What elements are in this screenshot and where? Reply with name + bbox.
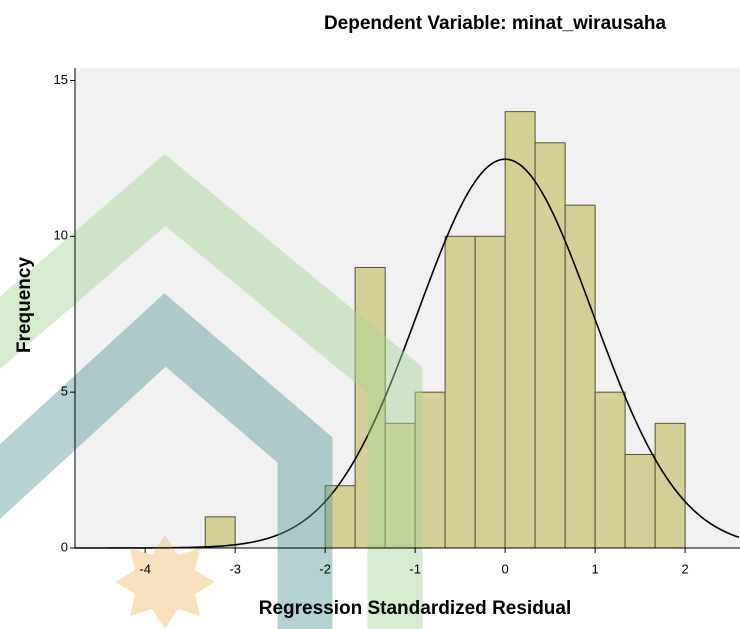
bar bbox=[205, 517, 235, 548]
bar bbox=[655, 423, 685, 548]
x-axis-label: Regression Standardized Residual bbox=[259, 598, 572, 619]
x-tick-label: -2 bbox=[319, 561, 331, 576]
watermark-star bbox=[115, 535, 215, 629]
x-tick-label: -1 bbox=[409, 561, 421, 576]
chart: Dependent Variable: minat_wirausaha Regr… bbox=[0, 0, 740, 629]
bar bbox=[475, 236, 505, 548]
y-tick-label: 10 bbox=[54, 228, 68, 243]
x-tick-label: 0 bbox=[502, 561, 509, 576]
bar bbox=[535, 143, 565, 548]
bar bbox=[565, 205, 595, 548]
chart-title: Dependent Variable: minat_wirausaha bbox=[324, 13, 667, 34]
x-tick-label: 2 bbox=[681, 561, 688, 576]
x-tick-label: -4 bbox=[139, 561, 151, 576]
y-axis-label: Frequency bbox=[14, 257, 35, 354]
y-tick-label: 5 bbox=[61, 384, 68, 399]
bar bbox=[595, 392, 625, 548]
y-tick-label: 15 bbox=[54, 72, 68, 87]
bar bbox=[625, 454, 655, 548]
y-tick-label: 0 bbox=[61, 539, 68, 554]
bar bbox=[445, 236, 475, 548]
x-tick-label: -3 bbox=[229, 561, 241, 576]
x-tick-label: 1 bbox=[592, 561, 599, 576]
bar bbox=[505, 112, 535, 548]
